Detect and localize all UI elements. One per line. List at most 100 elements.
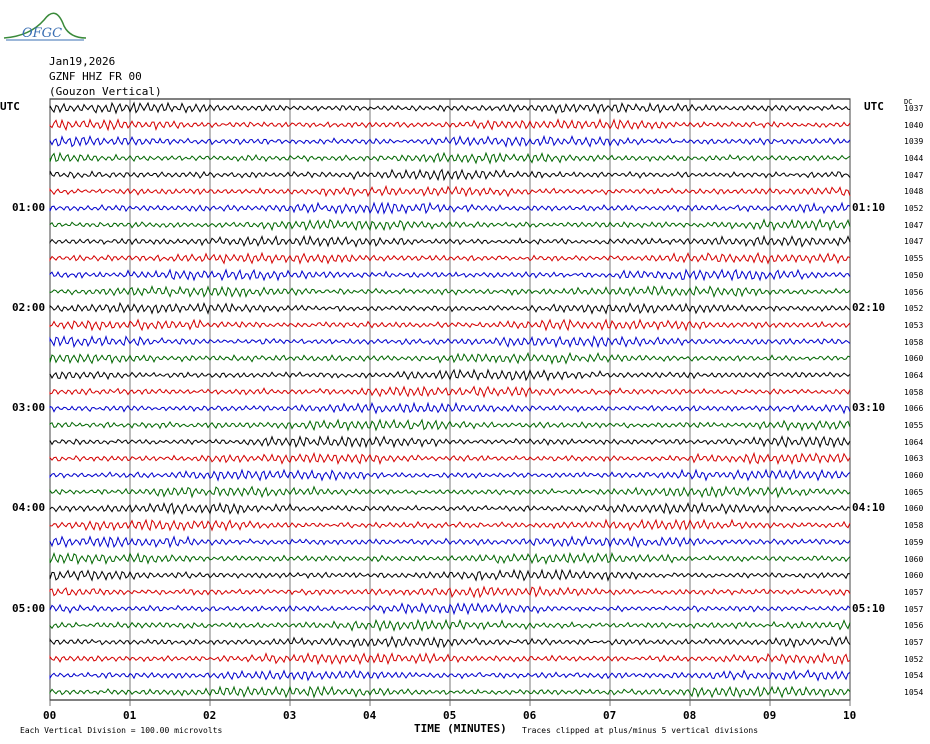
x-tick-label: 09 xyxy=(763,709,777,722)
dc-offset-label: 1056 xyxy=(904,621,924,631)
x-tick-label: 00 xyxy=(43,709,57,722)
utc-right-label: UTC xyxy=(864,100,884,113)
dc-offset-label: 1047 xyxy=(904,220,924,230)
x-tick-label: 04 xyxy=(363,709,377,722)
x-tick-label: 01 xyxy=(123,709,137,722)
dc-offset-label: 1040 xyxy=(904,120,924,130)
dc-offset-label: 1060 xyxy=(904,471,924,481)
header-block: Jan19,2026 GZNF HHZ FR 00 (Gouzon Vertic… xyxy=(49,54,162,99)
right-hour-label: 01:10 xyxy=(852,201,886,215)
trace-line xyxy=(49,268,851,282)
right-hour-label: 04:10 xyxy=(852,501,886,515)
trace-line xyxy=(49,285,851,299)
trace-line xyxy=(49,501,851,516)
utc-left-label: UTC xyxy=(0,100,20,113)
x-tick-label: 06 xyxy=(523,709,537,722)
trace-line xyxy=(49,551,851,566)
trace-line xyxy=(49,568,851,582)
trace-line xyxy=(49,602,851,616)
dc-offset-label: 1037 xyxy=(904,104,924,113)
dc-offset-label: 1066 xyxy=(904,404,924,414)
dc-offset-label: 1052 xyxy=(904,654,924,664)
trace-line xyxy=(49,134,851,148)
footer-division: Each Vertical Division = 100.00 microvol… xyxy=(20,726,223,735)
dc-offset-label: 1056 xyxy=(904,287,924,297)
dc-offset-label: 1063 xyxy=(904,454,924,464)
trace-line xyxy=(49,385,851,399)
dc-offset-label: 1048 xyxy=(904,187,924,197)
trace-line xyxy=(49,434,851,449)
left-hour-label: 03:00 xyxy=(12,401,46,415)
trace-line xyxy=(49,201,851,215)
dc-offset-label: 1054 xyxy=(904,688,924,697)
trace-line xyxy=(49,535,851,549)
trace-line xyxy=(49,401,851,415)
header-location: (Gouzon Vertical) xyxy=(49,85,162,98)
dc-offset-label: 1054 xyxy=(904,671,924,681)
dc-offset-label: 1050 xyxy=(904,270,924,280)
dc-offset-label: 1055 xyxy=(904,254,924,264)
trace-line xyxy=(49,318,851,332)
header-station: GZNF HHZ FR 00 xyxy=(49,70,142,83)
x-axis-label: TIME (MINUTES) xyxy=(414,722,507,735)
dc-offset-label: 1058 xyxy=(904,387,924,397)
dc-offset-label: 1057 xyxy=(904,587,924,597)
left-hour-label: 02:00 xyxy=(12,301,46,315)
dc-offset-label: 1047 xyxy=(904,237,924,247)
trace-line xyxy=(49,218,851,232)
dc-offset-label: 1064 xyxy=(904,437,924,447)
trace-line xyxy=(49,618,851,632)
logo-text: OFGC xyxy=(22,26,63,41)
x-tick-label: 05 xyxy=(443,709,457,722)
logo-graphic xyxy=(3,12,87,41)
dc-offset-label: 1065 xyxy=(904,487,924,497)
left-hour-label: 01:00 xyxy=(12,201,46,215)
trace-line xyxy=(49,118,851,132)
dc-offset-label: 1059 xyxy=(904,537,924,547)
dc-offset-label: 1039 xyxy=(904,137,924,147)
trace-line xyxy=(49,451,851,466)
dc-label: DC xyxy=(904,98,913,106)
trace-line xyxy=(49,418,851,432)
dc-offset-label: 1044 xyxy=(904,154,924,164)
trace-line xyxy=(49,685,851,699)
trace-line xyxy=(49,368,851,382)
left-hour-label: 04:00 xyxy=(12,501,46,515)
trace-line xyxy=(49,301,851,315)
trace-line xyxy=(49,184,851,198)
dc-offset-label: 1060 xyxy=(904,504,924,514)
dc-offset-label: 1055 xyxy=(904,421,924,431)
trace-line xyxy=(49,351,851,365)
left-hour-label: 05:00 xyxy=(12,601,46,615)
trace-line xyxy=(49,585,851,599)
x-tick-label: 03 xyxy=(283,709,297,722)
dc-offset-label: 1060 xyxy=(904,354,924,364)
trace-line xyxy=(49,251,851,265)
dc-offset-label: 1060 xyxy=(904,571,924,581)
trace-line xyxy=(49,652,851,666)
trace-line xyxy=(49,334,851,349)
trace-line xyxy=(49,635,851,649)
right-hour-label: 05:10 xyxy=(852,601,886,615)
footer-clip-note: Traces clipped at plus/minus 5 vertical … xyxy=(522,726,759,735)
trace-line xyxy=(49,485,851,499)
x-tick-label: 07 xyxy=(603,709,617,722)
dc-offset-label: 1058 xyxy=(904,337,924,347)
dc-offset-label: 1053 xyxy=(904,320,924,330)
trace-line xyxy=(49,468,851,482)
dc-offset-label: 1060 xyxy=(904,554,924,564)
trace-line xyxy=(49,101,851,115)
x-tick-label: 10 xyxy=(843,709,857,722)
trace-line xyxy=(49,234,851,248)
right-hour-label: 03:10 xyxy=(852,401,886,415)
trace-line xyxy=(49,168,851,182)
dc-offset-label: 1064 xyxy=(904,370,924,380)
dc-offset-label: 1052 xyxy=(904,204,924,214)
trace-line xyxy=(49,669,851,682)
x-tick-label: 02 xyxy=(203,709,217,722)
right-hour-label: 02:10 xyxy=(852,301,886,315)
x-tick-label: 08 xyxy=(683,709,697,722)
dc-offset-label: 1057 xyxy=(904,604,924,614)
dc-offset-label: 1047 xyxy=(904,170,924,180)
